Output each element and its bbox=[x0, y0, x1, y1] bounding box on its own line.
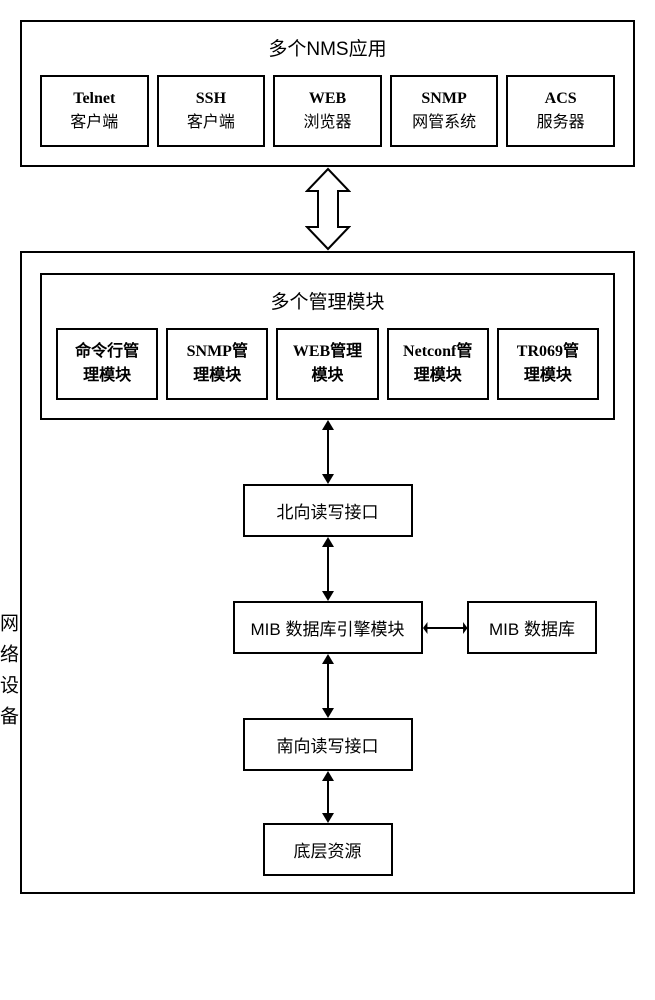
nms-item-telnet: Telnet 客户端 bbox=[40, 75, 149, 147]
nms-row: Telnet 客户端 SSH 客户端 WEB 浏览器 SNMP 网管系统 ACS… bbox=[40, 75, 615, 147]
nms-item-label-2: 浏览器 bbox=[303, 114, 351, 131]
nms-item-ssh: SSH 客户端 bbox=[157, 75, 266, 147]
double-arrow-thin-icon bbox=[318, 537, 338, 601]
mgmt-item-l1a: SNMP bbox=[187, 343, 232, 360]
mgmt-item-l1b: 管 bbox=[456, 343, 472, 360]
mgmt-item-tr069: TR069管 理模块 bbox=[497, 328, 599, 400]
nms-item-label-2: 网管系统 bbox=[412, 114, 476, 131]
arrow-north-to-mib bbox=[40, 537, 615, 601]
mgmt-item-l1a: WEB bbox=[293, 343, 330, 360]
mgmt-item-l1b: 管 bbox=[563, 343, 579, 360]
mib-engine-label: MIB 数据库引擎模块 bbox=[251, 620, 405, 639]
mib-engine: MIB 数据库引擎模块 bbox=[233, 601, 423, 654]
nms-item-label-1: Telnet bbox=[73, 90, 115, 107]
mib-db-label: MIB 数据库 bbox=[489, 620, 575, 639]
mgmt-item-netconf: Netconf管 理模块 bbox=[387, 328, 489, 400]
nms-item-web: WEB 浏览器 bbox=[273, 75, 382, 147]
mgmt-item-l1b: 管理 bbox=[330, 343, 362, 360]
big-double-arrow bbox=[20, 167, 635, 251]
arrow-mib-to-south bbox=[40, 654, 615, 718]
north-label: 北向读写接口 bbox=[277, 503, 379, 522]
arrow-mib-to-db bbox=[423, 618, 468, 638]
bottom-resource: 底层资源 bbox=[263, 823, 393, 876]
mgmt-item-l2: 模块 bbox=[312, 367, 344, 384]
mgmt-item-cli: 命令行管 理模块 bbox=[56, 328, 158, 400]
south-interface: 南向读写接口 bbox=[243, 718, 413, 771]
mgmt-item-web: WEB管理 模块 bbox=[276, 328, 378, 400]
arrow-south-to-bottom bbox=[40, 771, 615, 823]
nms-title: 多个NMS应用 bbox=[40, 34, 615, 61]
double-arrow-h-icon bbox=[423, 618, 468, 638]
nms-item-label-2: 服务器 bbox=[537, 114, 585, 131]
nms-item-label-2: 客户端 bbox=[187, 114, 235, 131]
mgmt-group: 多个管理模块 命令行管 理模块 SNMP管 理模块 WEB管理 模块 Netco… bbox=[40, 273, 615, 420]
mgmt-item-l1a: TR069 bbox=[517, 343, 563, 360]
bottom-label: 底层资源 bbox=[294, 842, 362, 861]
mgmt-item-l2: 理模块 bbox=[193, 367, 241, 384]
mgmt-item-l2: 理模块 bbox=[524, 367, 572, 384]
mgmt-item-l1b: 管 bbox=[232, 343, 248, 360]
diagram-root: 多个NMS应用 Telnet 客户端 SSH 客户端 WEB 浏览器 SNMP … bbox=[20, 20, 635, 894]
mgmt-title: 多个管理模块 bbox=[56, 287, 599, 314]
nms-item-label-1: SNMP bbox=[421, 90, 466, 107]
double-arrow-thin-icon bbox=[318, 771, 338, 823]
device-side-label: 网络设备 bbox=[0, 613, 21, 737]
nms-item-label-2: 客户端 bbox=[70, 114, 118, 131]
nms-item-acs: ACS 服务器 bbox=[506, 75, 615, 147]
mgmt-item-l1: 命令行管 bbox=[75, 343, 139, 360]
double-arrow-thin-icon bbox=[318, 420, 338, 484]
mgmt-item-snmp: SNMP管 理模块 bbox=[166, 328, 268, 400]
double-arrow-icon bbox=[305, 167, 351, 251]
mib-db: MIB 数据库 bbox=[467, 601, 597, 654]
nms-item-label-1: SSH bbox=[196, 90, 226, 107]
mgmt-row: 命令行管 理模块 SNMP管 理模块 WEB管理 模块 Netconf管 理模块… bbox=[56, 328, 599, 400]
device-box: 网络设备 多个管理模块 命令行管 理模块 SNMP管 理模块 WEB管理 模块 … bbox=[20, 251, 635, 894]
mgmt-item-l2: 理模块 bbox=[83, 367, 131, 384]
nms-item-label-1: ACS bbox=[545, 90, 577, 107]
nms-item-label-1: WEB bbox=[309, 90, 346, 107]
nms-item-snmp: SNMP 网管系统 bbox=[390, 75, 499, 147]
nms-group: 多个NMS应用 Telnet 客户端 SSH 客户端 WEB 浏览器 SNMP … bbox=[20, 20, 635, 167]
north-interface: 北向读写接口 bbox=[243, 484, 413, 537]
mgmt-item-l1a: Netconf bbox=[403, 343, 456, 360]
mib-row: MIB 数据库引擎模块 MIB 数据库 bbox=[40, 601, 615, 654]
south-label: 南向读写接口 bbox=[277, 737, 379, 756]
mgmt-item-l2: 理模块 bbox=[414, 367, 462, 384]
double-arrow-thin-icon bbox=[318, 654, 338, 718]
arrow-mgmt-to-north bbox=[40, 420, 615, 484]
